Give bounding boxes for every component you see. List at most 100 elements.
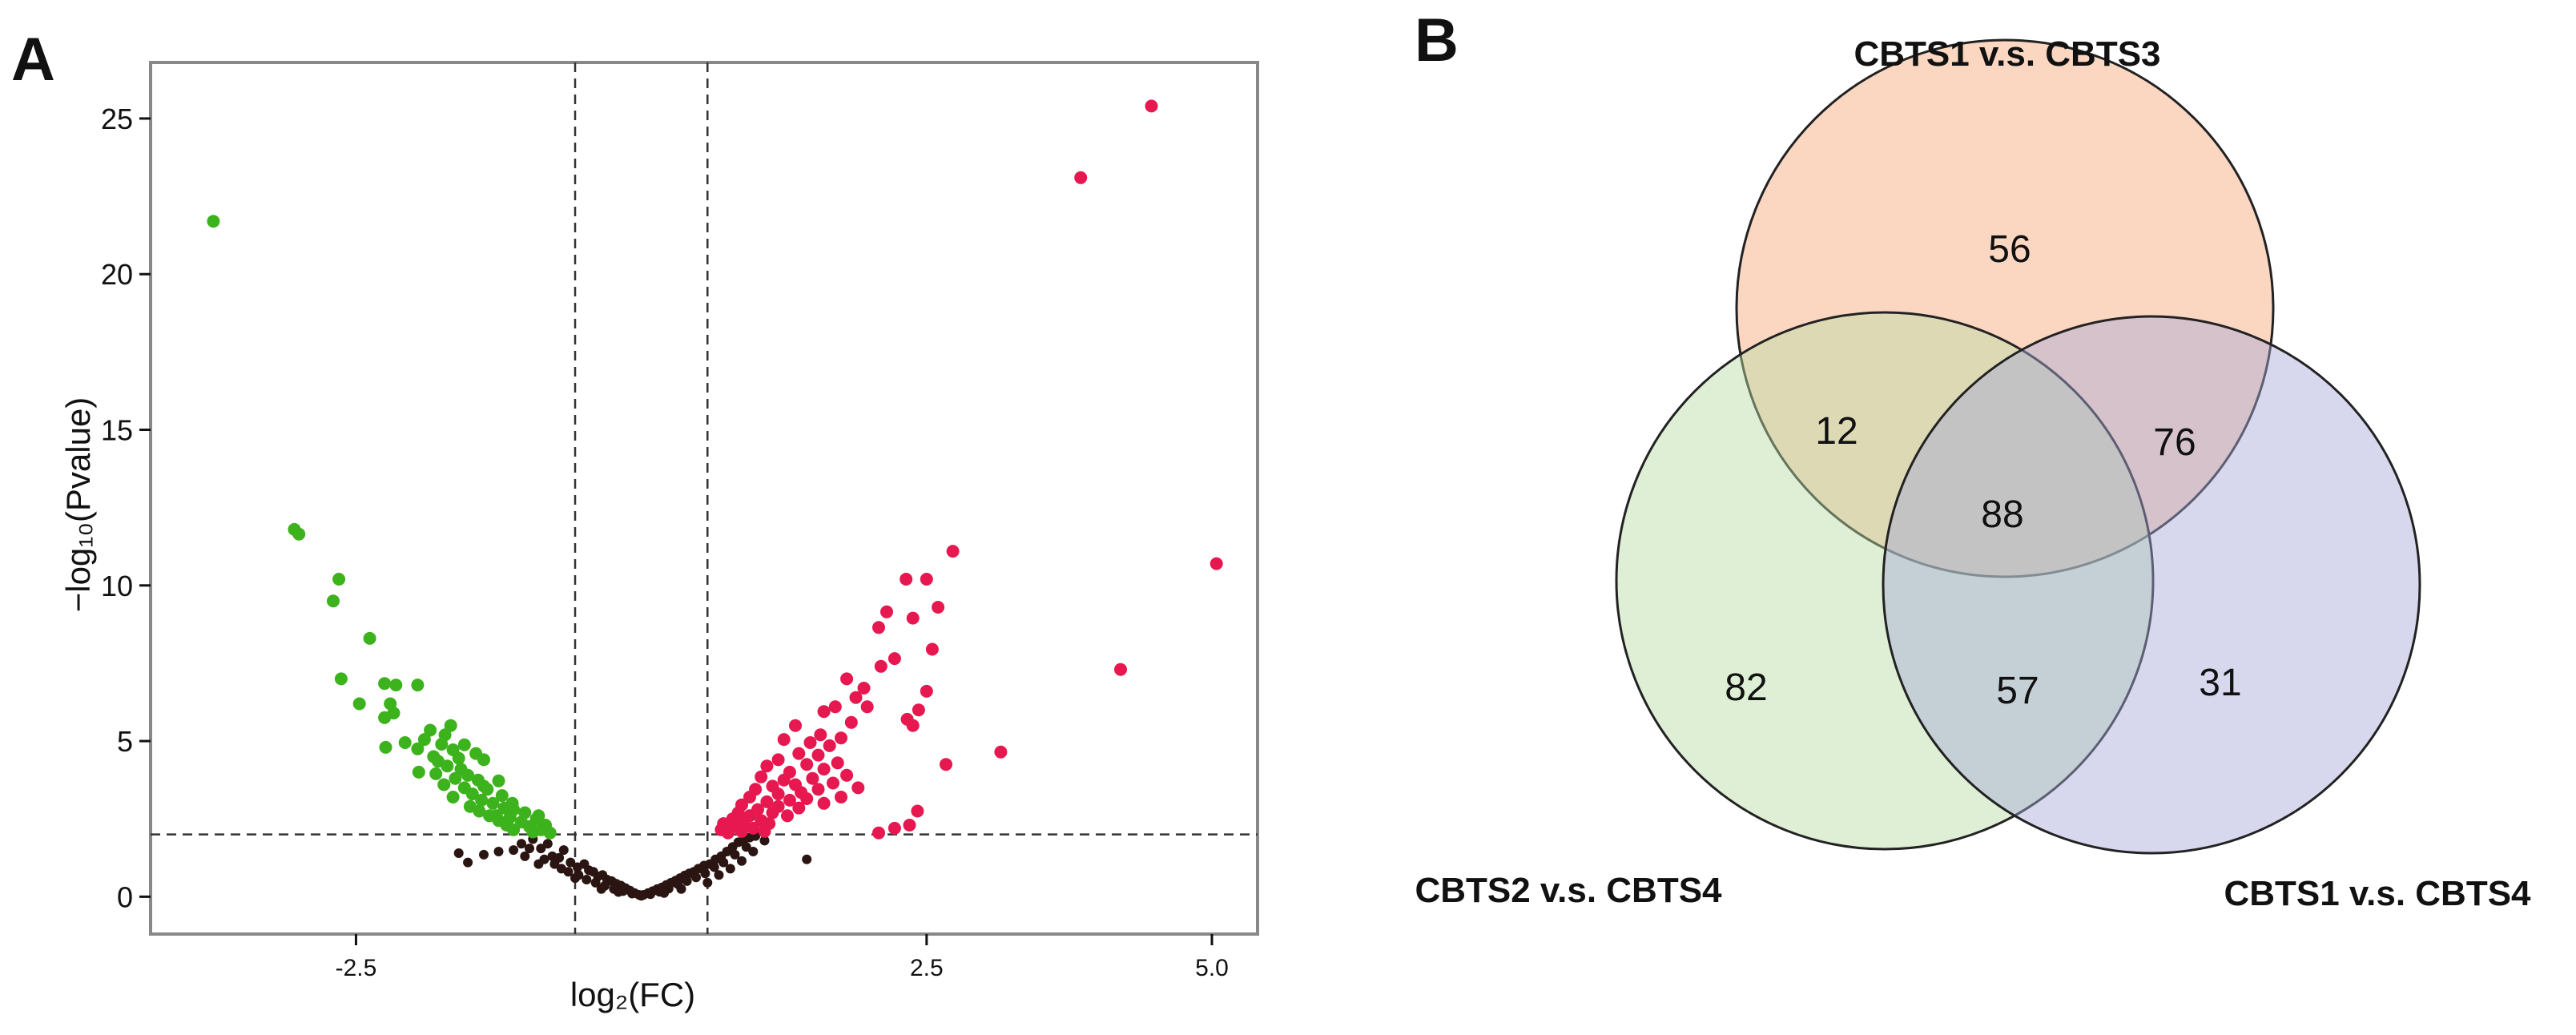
point-down xyxy=(292,527,306,541)
point-down xyxy=(446,791,460,803)
axis-ticks: 0 5 10 15 20 25 -2.5 2.5 5.0 xyxy=(101,103,1229,981)
point-down xyxy=(444,719,457,732)
point-up xyxy=(811,748,825,762)
point-down xyxy=(475,793,489,807)
point-not-significant xyxy=(558,845,569,856)
point-up xyxy=(1210,557,1223,570)
venn-region-12: 12 xyxy=(1815,410,1858,453)
point-down xyxy=(454,763,468,776)
point-up xyxy=(783,793,796,807)
point-up xyxy=(840,672,854,686)
point-down xyxy=(417,733,431,747)
point-not-significant xyxy=(725,864,735,874)
point-down xyxy=(411,679,425,692)
point-not-significant xyxy=(570,873,580,884)
point-down xyxy=(449,771,462,785)
point-up xyxy=(781,809,794,823)
point-down xyxy=(379,740,392,754)
point-up xyxy=(888,821,901,835)
point-down xyxy=(435,738,449,751)
point-up xyxy=(777,773,791,787)
point-down xyxy=(432,755,445,768)
point-not-significant xyxy=(714,870,724,880)
point-up xyxy=(823,739,836,752)
point-down xyxy=(452,751,465,765)
point-not-significant xyxy=(741,842,751,852)
point-up xyxy=(1145,99,1158,113)
point-up xyxy=(758,824,771,838)
point-not-significant xyxy=(709,862,719,872)
point-up xyxy=(721,826,735,840)
point-down xyxy=(532,809,545,823)
point-up xyxy=(946,545,960,558)
point-up xyxy=(755,770,768,783)
y-tick-label: 15 xyxy=(101,414,133,447)
point-not-significant xyxy=(737,856,747,866)
point-up xyxy=(800,758,814,771)
point-up xyxy=(835,731,847,745)
point-not-significant xyxy=(517,839,526,849)
venn-region-only-cbts2-cbts4: 82 xyxy=(1725,667,1767,709)
point-down xyxy=(398,736,412,749)
point-down xyxy=(492,774,505,787)
point-up xyxy=(920,684,933,698)
point-not-significant xyxy=(590,877,601,888)
point-up xyxy=(844,715,858,729)
venn-region-57: 57 xyxy=(1996,670,2039,712)
venn-diagram: CBTS1 v.s. CBTS3 CBTS2 v.s. CBTS4 CBTS1 … xyxy=(1415,34,2531,913)
point-up xyxy=(1114,662,1127,676)
point-up xyxy=(771,753,785,767)
point-down xyxy=(429,767,443,780)
point-up xyxy=(806,771,819,785)
volcano-plot: 0 5 10 15 20 25 -2.5 2.5 5.0 log₂(FC) −log₁₀(Pva… xyxy=(59,61,1259,1013)
point-up xyxy=(747,821,760,835)
point-not-significant xyxy=(463,857,473,868)
point-not-significant xyxy=(646,889,655,900)
point-not-significant xyxy=(759,836,770,846)
point-down xyxy=(411,742,425,755)
point-up xyxy=(840,768,854,782)
point-up xyxy=(851,781,865,795)
point-up xyxy=(912,703,925,717)
venn-label-cbts2-cbts4: CBTS2 v.s. CBTS4 xyxy=(1415,871,1722,910)
point-not-significant xyxy=(636,891,646,901)
point-up xyxy=(817,796,831,810)
x-axis-label: log₂(FC) xyxy=(570,976,695,1013)
point-up xyxy=(940,758,952,771)
point-not-significant xyxy=(563,867,574,877)
point-up xyxy=(735,824,748,838)
y-tick-label: 20 xyxy=(101,258,133,291)
point-not-significant xyxy=(566,857,576,868)
point-down xyxy=(465,787,479,801)
point-up xyxy=(920,573,933,586)
point-not-significant xyxy=(539,854,549,864)
point-not-significant xyxy=(614,887,624,897)
point-up xyxy=(857,682,871,695)
point-down xyxy=(389,679,403,692)
point-up xyxy=(817,763,831,776)
point-not-significant xyxy=(549,859,560,869)
point-down xyxy=(332,573,346,586)
point-down xyxy=(437,778,451,791)
point-up xyxy=(906,611,920,625)
point-not-significant xyxy=(525,844,534,854)
point-not-significant xyxy=(802,854,812,864)
point-down xyxy=(363,631,376,645)
venn-set-cbts2-cbts4 xyxy=(1615,311,2155,851)
point-not-significant xyxy=(730,849,740,860)
point-down xyxy=(507,803,521,816)
venn-set-cbts1-cbts3 xyxy=(1735,38,2275,578)
point-up xyxy=(903,819,916,832)
point-up xyxy=(743,791,756,803)
y-axis-label: −log₁₀(Pvalue) xyxy=(59,397,97,613)
point-down xyxy=(486,796,500,810)
point-up xyxy=(777,733,791,747)
point-not-significant xyxy=(453,848,464,858)
point-down xyxy=(489,809,503,823)
point-down xyxy=(477,779,490,793)
point-down xyxy=(378,677,392,691)
point-down xyxy=(507,823,521,836)
point-up xyxy=(872,826,885,840)
point-not-significant xyxy=(542,839,553,849)
point-down xyxy=(334,672,348,686)
